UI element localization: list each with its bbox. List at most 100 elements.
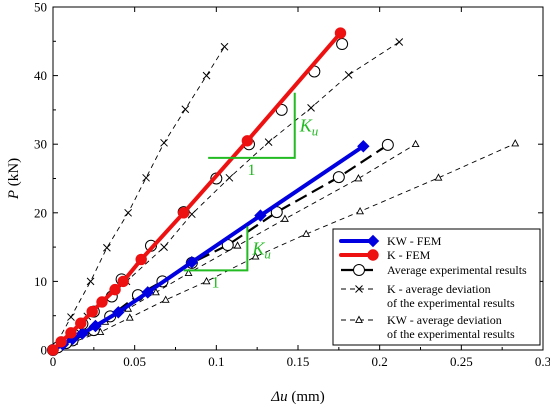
point-marker-open-circle (353, 264, 365, 276)
x-tick-label: 0.25 (450, 354, 473, 369)
point-marker-diamond (357, 140, 370, 153)
legend-entry-1: KW - FEM (339, 234, 442, 248)
stiffness-triangle-legs (183, 226, 249, 272)
series-line (52, 143, 389, 351)
legend-label: KW - FEM (387, 234, 442, 248)
point-marker-x (202, 71, 211, 80)
point-marker-triangle (355, 315, 363, 323)
x-axis-label: Δu (mm) (270, 389, 324, 405)
point-marker-x (103, 243, 111, 252)
point-marker-triangle (125, 313, 134, 321)
stiffness-label-subscript: u (264, 246, 271, 261)
point-marker-x (395, 38, 404, 46)
y-tick-label: 10 (34, 274, 47, 289)
x-tick-label: 0.15 (287, 354, 310, 369)
point-marker-open-circle (332, 171, 345, 184)
point-marker-triangle (233, 241, 242, 249)
point-marker-circle (135, 253, 147, 266)
series-line (52, 46, 225, 351)
x-tick-label: 0 (50, 354, 57, 369)
point-marker-triangle (251, 252, 260, 260)
point-marker-x (220, 42, 229, 51)
point-marker-triangle (280, 214, 289, 222)
point-marker-triangle (202, 276, 211, 285)
point-marker-triangle (161, 295, 170, 303)
stiffness-triangle-legs (208, 92, 296, 159)
stiffness-label: Ku (251, 238, 271, 261)
point-marker-open-circle (336, 38, 349, 51)
series-line (51, 144, 366, 352)
stiffness-label-subscript: u (312, 123, 319, 138)
stiffness-run-label: 1 (247, 162, 255, 179)
y-axis-label: P (kN) (6, 158, 22, 200)
legend-entry-2: K - FEM (339, 248, 431, 262)
y-axis-symbol: P (6, 190, 22, 200)
legend-label: of the experimental results (387, 296, 515, 310)
point-marker-circle (241, 135, 254, 147)
point-marker-diamond (76, 327, 89, 340)
point-marker-circle (117, 275, 129, 288)
point-marker-circle (55, 336, 67, 348)
x-tick-label: 0.3 (535, 354, 550, 369)
stiffness-run-label: 1 (212, 274, 220, 291)
stiffness-label: Ku (299, 115, 319, 138)
point-marker-x (225, 173, 234, 182)
y-tick-label: 20 (34, 205, 47, 220)
point-marker-x (160, 138, 168, 147)
y-axis-unit: (kN) (6, 158, 22, 190)
y-tick-label: 30 (34, 137, 47, 152)
series-group (46, 27, 520, 357)
x-axis-symbol: Δu (270, 389, 287, 405)
point-marker-diamond (254, 209, 267, 222)
point-marker-circle (65, 327, 77, 339)
point-marker-x (86, 277, 95, 286)
point-marker-x (142, 173, 150, 182)
x-tick-label: 0.2 (372, 354, 388, 369)
point-marker-x (124, 208, 132, 217)
point-marker-circle (334, 27, 347, 39)
legend-label: K - average deviation (387, 282, 491, 296)
legend-label: KW - average deviation (387, 313, 502, 327)
point-marker-triangle (356, 206, 365, 215)
legend-entry-3: Average experimental results (341, 263, 527, 277)
x-tick-label: 0.05 (123, 354, 146, 369)
point-marker-x (67, 313, 75, 321)
point-marker-diamond (112, 306, 125, 319)
point-marker-triangle (434, 173, 443, 181)
point-marker-x (160, 243, 168, 251)
point-marker-triangle (511, 139, 520, 147)
point-marker-circle (75, 317, 87, 329)
series-1 (46, 140, 370, 357)
point-marker-circle (109, 283, 121, 296)
point-marker-circle (177, 207, 190, 219)
point-marker-circle (86, 305, 98, 318)
series-2 (47, 27, 347, 356)
point-marker-x (264, 138, 273, 146)
point-marker-circle (96, 296, 108, 308)
axes: 0 0.05 0.1 0.15 0.2 0.25 0.3 0 10 20 30 40 50 (34, 0, 550, 369)
legend-label: of the experimental results (387, 327, 515, 341)
point-marker-triangle (354, 174, 363, 182)
legend-label: K - FEM (387, 248, 431, 262)
point-marker-diamond (366, 234, 380, 248)
point-marker-diamond (141, 286, 154, 299)
y-tick-label: 0 (41, 343, 48, 358)
x-tick-label: 0.1 (208, 354, 224, 369)
x-axis-unit: (mm) (288, 389, 325, 405)
point-marker-x (181, 105, 190, 114)
point-marker-circle (367, 249, 379, 261)
y-tick-label: 40 (34, 68, 47, 83)
point-marker-circle (47, 344, 59, 356)
point-marker-open-circle (381, 138, 394, 151)
point-marker-diamond (185, 255, 199, 269)
point-marker-diamond (89, 319, 102, 333)
point-marker-triangle (184, 268, 193, 277)
point-marker-x (344, 71, 353, 79)
legend-box (332, 228, 541, 346)
point-marker-triangle (302, 229, 311, 237)
